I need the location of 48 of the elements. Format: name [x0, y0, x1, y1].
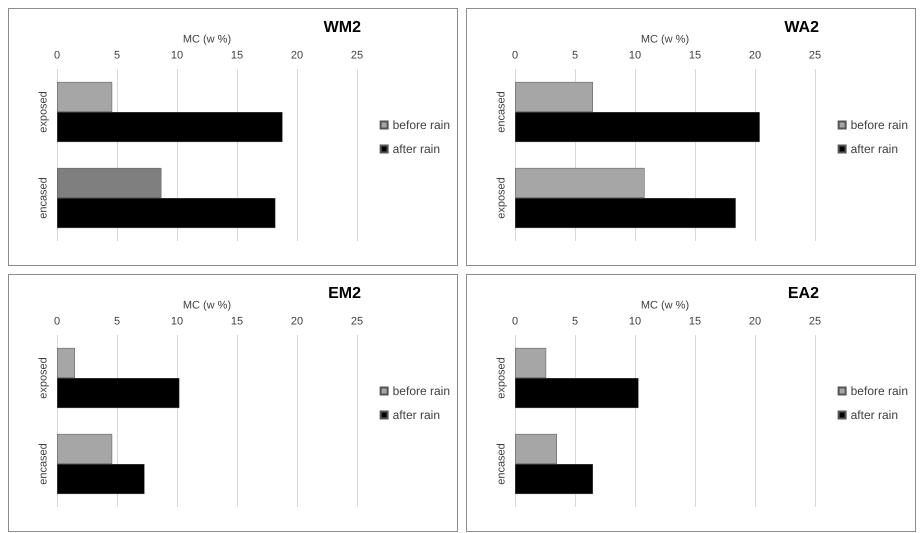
legend-label: before rain: [850, 384, 908, 398]
x-tick-label: 10: [170, 316, 184, 328]
x-tick-label: 20: [748, 50, 762, 62]
x-tick-label: 10: [628, 316, 642, 328]
y-tick-label: exposed: [38, 91, 50, 133]
legend-label: after rain: [850, 142, 898, 156]
x-tick-label: 10: [628, 50, 642, 62]
y-tick-label: encased: [38, 443, 50, 485]
chart-title: EA2: [788, 285, 819, 303]
x-tick-label: 5: [572, 50, 578, 62]
x-tick-label: 25: [350, 316, 364, 328]
x-tick-label: 0: [512, 50, 518, 62]
x-tick-label: 25: [350, 50, 364, 62]
x-tick-label: 25: [808, 316, 822, 328]
legend-label: after rain: [392, 142, 440, 156]
x-tick-label: 15: [230, 50, 244, 62]
chart-title: WA2: [784, 19, 819, 37]
chart-title: WM2: [324, 19, 361, 37]
y-tick-label: exposed: [496, 357, 508, 399]
legend-label: before rain: [392, 118, 450, 132]
x-tick-label: 0: [512, 316, 518, 328]
x-tick-label: 5: [572, 316, 578, 328]
y-tick-label: encased: [496, 91, 508, 133]
x-tick-label: 15: [688, 316, 702, 328]
chart-title: EM2: [328, 285, 361, 303]
x-tick-label: 15: [688, 50, 702, 62]
x-tick-label: 5: [114, 50, 120, 62]
legend-label: after rain: [392, 408, 440, 422]
x-tick-label: 20: [290, 50, 304, 62]
x-tick-label: 15: [230, 316, 244, 328]
x-tick-label: 10: [170, 50, 184, 62]
y-tick-label: exposed: [496, 177, 508, 219]
x-axis-title: MC (w %): [182, 34, 232, 46]
y-tick-label: encased: [38, 177, 50, 219]
x-axis-title: MC (w %): [640, 34, 690, 46]
legend-label: before rain: [850, 118, 908, 132]
legend-label: after rain: [850, 408, 898, 422]
legend-label: before rain: [392, 384, 450, 398]
x-tick-label: 20: [748, 316, 762, 328]
x-tick-label: 20: [290, 316, 304, 328]
x-tick-label: 25: [808, 50, 822, 62]
x-axis-title: MC (w %): [640, 300, 690, 312]
x-tick-label: 0: [54, 50, 60, 62]
y-tick-label: encased: [496, 443, 508, 485]
x-tick-label: 5: [114, 316, 120, 328]
x-axis-title: MC (w %): [182, 300, 232, 312]
x-tick-label: 0: [54, 316, 60, 328]
y-tick-label: exposed: [38, 357, 50, 399]
